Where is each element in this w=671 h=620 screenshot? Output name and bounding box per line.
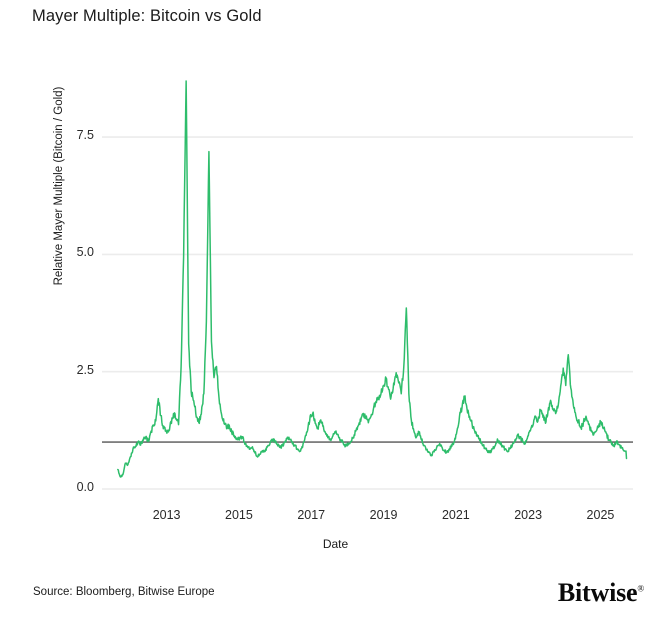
y-tick-label-5.0: 5.0 <box>76 245 94 260</box>
source-note: Source: Bloomberg, Bitwise Europe <box>33 586 215 598</box>
x-tick-label-2017: 2017 <box>297 508 326 522</box>
x-tick-label-2015: 2015 <box>225 508 253 522</box>
registered-mark: ® <box>637 583 644 594</box>
y-tick-label-0.0: 0.0 <box>76 480 94 494</box>
x-tick-label-2025: 2025 <box>586 508 615 522</box>
gridlines-group <box>102 136 633 490</box>
brand-name: Bitwise <box>557 578 638 607</box>
x-tick-label-2023: 2023 <box>514 508 543 522</box>
page-title: Mayer Multiple: Bitcoin vs Gold <box>32 7 262 25</box>
y-tick-label-7.5: 7.5 <box>76 128 94 143</box>
series-line-bitcoin-gold <box>117 80 628 478</box>
x-tick-label-2013: 2013 <box>152 508 181 522</box>
bitwise-logo: Bitwise® <box>558 578 644 608</box>
x-axis-title: Date <box>322 537 349 551</box>
y-tick-label-2.5: 2.5 <box>76 362 94 377</box>
y-axis-title: Relative Mayer Multiple (Bitcoin / Gold) <box>53 86 65 286</box>
x-tick-label-2019: 2019 <box>369 508 398 522</box>
x-tick-label-2021: 2021 <box>441 508 470 522</box>
